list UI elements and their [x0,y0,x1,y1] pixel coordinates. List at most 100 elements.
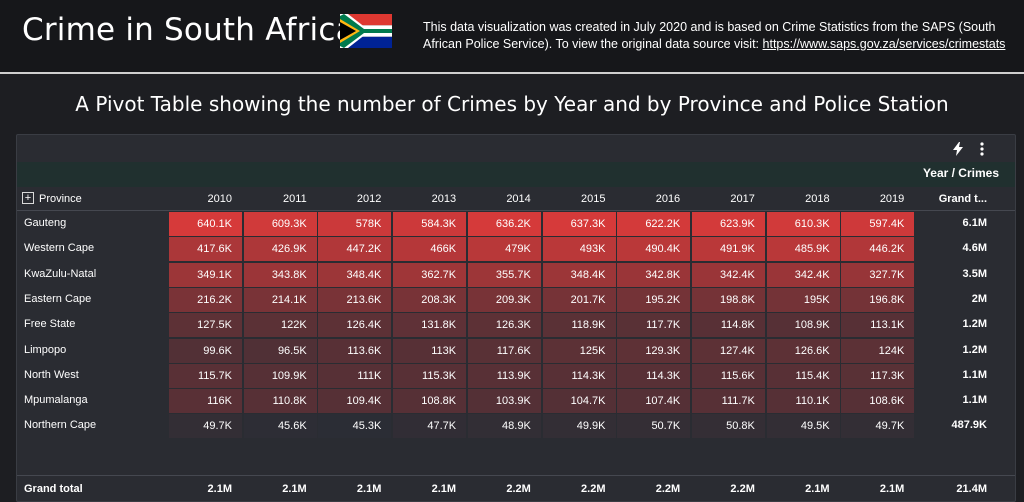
table-cell[interactable]: 342.4K [691,262,765,287]
row-grand-total-cell[interactable]: 4.6M [962,242,987,255]
column-header-year[interactable]: 2011 [283,193,307,205]
grand-total-cell[interactable]: 2.1M [282,483,307,495]
table-cell[interactable]: 49.5K [766,414,840,439]
more-vertical-icon[interactable] [974,141,990,157]
table-cell[interactable]: 114.3K [617,363,691,388]
table-cell[interactable]: 349.1K [169,262,242,287]
table-cell[interactable]: 116K [169,389,242,414]
table-cell[interactable]: 213.6K [318,287,392,312]
table-cell[interactable]: 609.3K [243,212,317,236]
row-grand-total-cell[interactable]: 2M [971,292,987,305]
grand-total-cell[interactable]: 2.1M [805,483,830,495]
row-grand-total-cell[interactable]: 1.1M [962,394,987,407]
grand-total-cell[interactable]: 2.2M [506,483,531,495]
table-cell[interactable]: 49.7K [841,414,915,439]
grand-total-cell[interactable]: 2.1M [879,483,905,495]
table-cell[interactable]: 115.4K [766,363,840,388]
table-cell[interactable]: 342.4K [766,262,840,287]
column-header-year[interactable]: 2014 [506,193,531,205]
table-cell[interactable]: 103.9K [467,389,541,414]
table-cell[interactable]: 125K [542,338,616,363]
lightning-icon[interactable] [950,141,966,157]
row-label-province[interactable]: Mpumalanga [24,394,88,407]
table-cell[interactable]: 104.7K [542,389,616,414]
table-cell[interactable]: 446.2K [841,237,915,262]
table-cell[interactable]: 131.8K [393,313,467,338]
table-cell[interactable]: 118.9K [542,313,616,338]
table-cell[interactable]: 196.8K [841,287,915,312]
table-cell[interactable]: 126.6K [766,338,840,363]
table-cell[interactable]: 597.4K [841,212,915,236]
table-cell[interactable]: 117.7K [617,313,691,338]
table-cell[interactable]: 610.3K [766,212,840,236]
table-cell[interactable]: 129.3K [617,338,691,363]
row-grand-total-cell[interactable]: 1.2M [962,343,987,356]
row-label-province[interactable]: North West [24,368,79,381]
column-header-year[interactable]: 2016 [655,193,681,205]
table-cell[interactable]: 107.4K [617,389,691,414]
table-cell[interactable]: 117.6K [467,338,541,363]
column-header-year[interactable]: 2013 [431,193,457,205]
row-grand-total-cell[interactable]: 1.1M [962,368,987,381]
table-cell[interactable]: 623.9K [691,212,765,236]
table-cell[interactable]: 127.5K [169,313,242,338]
table-cell[interactable]: 96.5K [243,338,317,363]
table-cell[interactable]: 126.3K [467,313,541,338]
table-cell[interactable]: 426.9K [243,237,317,262]
table-cell[interactable]: 198.8K [691,287,765,312]
table-cell[interactable]: 584.3K [393,212,467,236]
table-cell[interactable]: 195K [766,287,840,312]
table-cell[interactable]: 216.2K [169,287,242,312]
table-cell[interactable]: 342.8K [617,262,691,287]
grand-total-cell[interactable]: 2.1M [431,483,457,495]
data-source-link[interactable]: https://www.saps.gov.za/services/crimest… [762,37,1006,51]
table-cell[interactable]: 127.4K [691,338,765,363]
table-cell[interactable]: 124K [841,338,915,363]
table-cell[interactable]: 47.7K [393,414,467,439]
column-header-year[interactable]: 2010 [207,193,232,205]
table-cell[interactable]: 447.2K [318,237,392,262]
row-grand-total-cell[interactable]: 6.1M [962,217,987,229]
table-cell[interactable]: 490.4K [617,237,691,262]
table-cell[interactable]: 50.8K [691,414,765,439]
table-cell[interactable]: 108.6K [841,389,915,414]
table-cell[interactable]: 491.9K [691,237,765,262]
row-grand-total-cell[interactable]: 1.2M [962,318,987,331]
table-cell[interactable]: 109.9K [243,363,317,388]
row-label-province[interactable]: Limpopo [24,343,67,356]
table-cell[interactable]: 493K [542,237,616,262]
row-grand-total-cell[interactable]: 487.9K [951,419,987,432]
table-cell[interactable]: 99.6K [169,338,242,363]
column-header-year[interactable]: 2012 [356,193,382,205]
table-cell[interactable]: 637.3K [542,212,616,236]
table-cell[interactable]: 115.7K [169,363,242,388]
table-cell[interactable]: 49.7K [169,414,242,439]
table-cell[interactable]: 214.1K [243,287,317,312]
table-cell[interactable]: 327.7K [841,262,915,287]
table-cell[interactable]: 114.8K [691,313,765,338]
table-cell[interactable]: 578K [318,212,392,236]
row-label-province[interactable]: Western Cape [24,242,95,255]
table-cell[interactable]: 636.2K [467,212,541,236]
table-cell[interactable]: 115.3K [393,363,467,388]
grand-total-cell[interactable]: 2.2M [730,483,755,495]
table-cell[interactable]: 49.9K [542,414,616,439]
row-label-province[interactable]: KwaZulu-Natal [24,267,97,280]
row-label-province[interactable]: Gauteng [24,217,67,229]
table-cell[interactable]: 122K [243,313,317,338]
table-cell[interactable]: 48.9K [467,414,541,439]
table-cell[interactable]: 117.3K [841,363,915,388]
table-cell[interactable]: 343.8K [243,262,317,287]
grand-total-cell[interactable]: 2.1M [207,483,232,495]
table-cell[interactable]: 209.3K [467,287,541,312]
column-header-year[interactable]: 2019 [879,193,905,205]
table-cell[interactable]: 485.9K [766,237,840,262]
table-cell[interactable]: 108.9K [766,313,840,338]
table-cell[interactable]: 108.8K [393,389,467,414]
table-cell[interactable]: 622.2K [617,212,691,236]
table-cell[interactable]: 45.3K [318,414,392,439]
grand-total-overall-cell[interactable]: 21.4M [956,483,987,495]
table-cell[interactable]: 417.6K [169,237,242,262]
table-cell[interactable]: 113.1K [841,313,915,338]
table-cell[interactable]: 45.6K [243,414,317,439]
